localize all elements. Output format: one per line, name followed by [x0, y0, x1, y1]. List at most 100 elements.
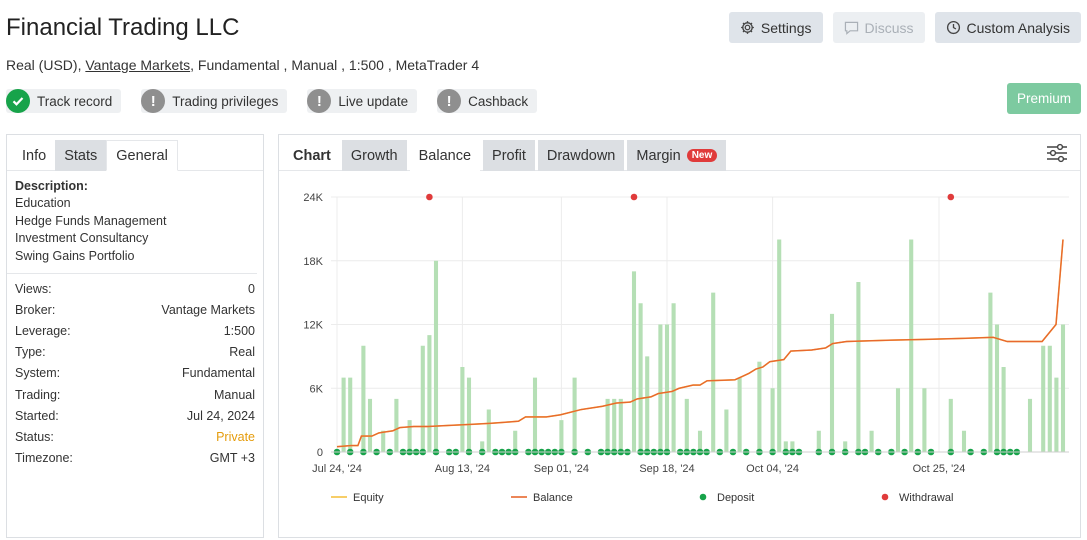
discuss-button[interactable]: Discuss: [832, 12, 925, 43]
chart-settings-sliders-icon[interactable]: [1046, 143, 1068, 168]
exclamation-icon: !: [141, 89, 166, 113]
volume-bar: [466, 377, 472, 452]
y-tick-label: 18K: [303, 256, 323, 268]
info-value: 1:500: [223, 324, 255, 338]
volume-bar: [664, 324, 670, 452]
volume-bar: [341, 377, 346, 452]
volume-bar: [737, 377, 742, 452]
badge-label: Cashback: [468, 93, 529, 109]
withdrawal-marker: [947, 193, 955, 201]
y-tick-label: 6K: [310, 383, 324, 395]
info-value: Jul 24, 2024: [186, 408, 255, 423]
info-value: Manual: [214, 387, 255, 402]
page-title: Financial Trading LLC: [6, 14, 240, 41]
badge-track-record[interactable]: Track record: [6, 89, 122, 113]
settings-label: Settings: [760, 19, 812, 36]
settings-button[interactable]: Settings: [728, 12, 823, 43]
account-details: , Fundamental , Manual , 1:500 , MetaTra…: [190, 57, 480, 73]
info-row-status: Status: Private: [15, 426, 255, 447]
info-row-started: Started: Jul 24, 2024: [15, 405, 255, 426]
volume-bar: [605, 398, 610, 452]
badge-label: Live update: [338, 93, 409, 109]
volume-bar: [1054, 377, 1059, 452]
balance-chart: 0 6K 12K 18K 24K Jul 24, '24 Aug 13, '24 Sep 01…: [303, 192, 1069, 504]
badge-cashback[interactable]: ! Cashback: [437, 89, 538, 113]
volume-bar: [631, 271, 637, 452]
equity-line: [336, 239, 1064, 448]
balance-line: [336, 239, 1064, 448]
y-tick-label: 12K: [303, 320, 323, 332]
badge-trading-privileges[interactable]: ! Trading privileges: [141, 89, 288, 113]
volume-bar: [994, 324, 1000, 452]
y-tick-label: 24K: [303, 192, 323, 204]
tab-info[interactable]: Info: [22, 147, 47, 164]
withdrawal-marker: [630, 193, 638, 201]
info-row-views: Views: 0: [15, 278, 255, 299]
x-tick-label: Sep 18, '24: [639, 463, 694, 475]
volume-bar: [1027, 398, 1033, 452]
volume-bar: [790, 441, 795, 452]
info-panel: Info Stats General Description: Educatio…: [6, 134, 264, 538]
volume-bar: [572, 377, 577, 452]
volume-bar: [1041, 345, 1046, 452]
tab-drawdown[interactable]: Drawdown: [537, 140, 625, 171]
margin-label: Margin: [636, 147, 681, 164]
volume-bar: [486, 409, 491, 452]
tab-profit[interactable]: Profit: [483, 140, 535, 171]
badge-live-update[interactable]: ! Live update: [307, 89, 418, 113]
info-key: Trading:: [15, 387, 61, 402]
volume-bar: [407, 420, 412, 452]
description-line: Swing Gains Portfolio: [15, 248, 135, 263]
clock-icon: [946, 20, 961, 35]
info-row-broker: Broker: Vantage Markets: [15, 299, 255, 320]
new-badge: New: [686, 149, 718, 162]
tab-growth[interactable]: Growth: [341, 140, 407, 171]
volume-bar: [658, 324, 663, 452]
info-value: Real: [229, 345, 255, 360]
info-value: Fundamental: [182, 366, 255, 381]
volume-bar: [1047, 345, 1052, 452]
description-block: Description: Education Hedge Funds Manag…: [7, 171, 257, 275]
volume-bar: [869, 430, 874, 452]
account-type: Real (USD),: [6, 57, 82, 73]
volume-bar: [513, 430, 518, 452]
volume-bar: [909, 239, 914, 452]
info-key: Status:: [15, 429, 54, 444]
custom-analysis-button[interactable]: Custom Analysis: [934, 12, 1081, 43]
account-badges: Track record ! Trading privileges ! Live…: [6, 89, 538, 113]
info-value: 0: [248, 281, 255, 296]
volume-bar: [645, 356, 650, 452]
volume-bar: [433, 260, 439, 452]
info-value: Vantage Markets: [161, 302, 255, 317]
info-row-trading: Trading: Manual: [15, 384, 255, 405]
volume-bar: [394, 398, 399, 452]
volume-bar: [757, 361, 762, 452]
badge-label: Track record: [37, 93, 113, 109]
info-row-leverage: Leverage: 1:500: [15, 320, 255, 341]
info-key: Broker:: [15, 302, 56, 317]
volume-bar: [724, 409, 729, 452]
info-row-type: Type: Real: [15, 342, 255, 363]
legend-label: Balance: [533, 492, 573, 504]
volume-bar: [948, 398, 953, 452]
volume-bar: [361, 345, 366, 452]
info-row-system: System: Fundamental: [15, 363, 255, 384]
volume-bar: [367, 398, 373, 452]
chart-tabs: Chart Growth Balance Profit Drawdown Mar…: [279, 135, 1080, 171]
badge-label: Trading privileges: [172, 93, 279, 109]
tab-margin[interactable]: Margin New: [627, 140, 727, 171]
x-tick-label: Aug 13, '24: [435, 463, 490, 475]
broker-link[interactable]: Vantage Markets: [85, 57, 191, 73]
tab-general[interactable]: General: [106, 140, 178, 171]
description-line: Hedge Funds Management: [15, 213, 167, 228]
volume-bar: [1001, 367, 1006, 452]
volume-bar: [612, 398, 617, 452]
premium-button[interactable]: Premium: [1007, 83, 1081, 114]
tab-balance[interactable]: Balance: [409, 140, 481, 171]
volume-bar: [532, 377, 538, 452]
volume-bar: [816, 430, 821, 452]
x-tick-label: Jul 24, '24: [312, 463, 362, 475]
chart-grid: [331, 196, 1069, 453]
volume-bar: [348, 377, 353, 452]
tab-stats[interactable]: Stats: [55, 140, 107, 171]
